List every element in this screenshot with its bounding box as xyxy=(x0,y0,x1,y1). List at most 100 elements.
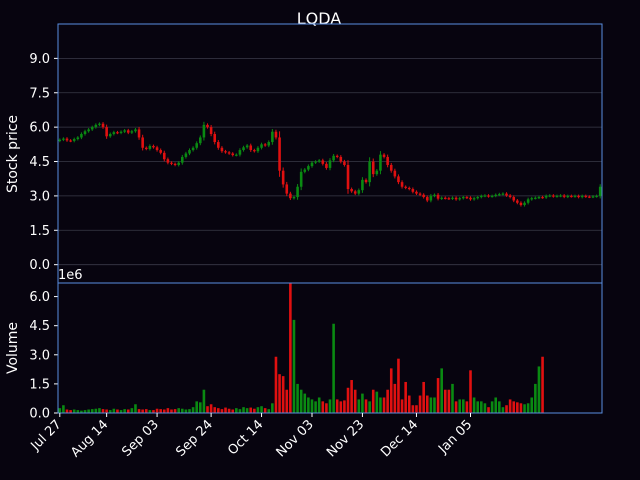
candle-body xyxy=(418,193,422,195)
volume-bar xyxy=(162,409,166,413)
volume-bar xyxy=(472,397,476,413)
date-tick-label: Nov 03 xyxy=(274,417,317,460)
volume-panel-frame xyxy=(57,282,603,414)
volume-bar xyxy=(501,407,505,413)
price-axis-label: Stock price xyxy=(5,115,21,193)
volume-bar xyxy=(148,410,152,413)
candle-body xyxy=(411,189,415,192)
price-panel-frame xyxy=(57,23,603,284)
price-panel: 0.0 1.5 3.0 4.5 6.0 7.5 9.0 xyxy=(29,23,603,284)
candle-body xyxy=(375,170,379,175)
candle-body xyxy=(443,197,447,199)
volume-bar xyxy=(343,400,346,413)
candle-body xyxy=(472,198,476,200)
volume-bar xyxy=(199,402,202,413)
volume-bar xyxy=(159,409,162,413)
volume-bar xyxy=(541,356,544,413)
candle-body xyxy=(98,123,101,125)
volume-bar xyxy=(83,410,87,413)
volume-bar xyxy=(281,376,285,413)
volume-bar xyxy=(69,410,72,413)
candle-body xyxy=(83,131,87,135)
candle-body xyxy=(476,197,480,199)
volume-bar xyxy=(375,391,379,413)
candle-body xyxy=(469,197,472,200)
candle-body xyxy=(573,195,577,198)
volume-bar xyxy=(144,409,148,413)
candle-body xyxy=(505,193,508,196)
candle-body xyxy=(400,182,404,187)
volume-axis-label: Volume xyxy=(5,322,21,374)
volume-bar xyxy=(134,404,137,413)
candle-body xyxy=(289,193,292,199)
volume-bar xyxy=(260,406,263,413)
volume-bar xyxy=(245,408,249,413)
candle-body xyxy=(498,194,501,196)
price-tick-label: 7.5 xyxy=(29,86,50,101)
volume-bar xyxy=(87,409,90,413)
volume-bar xyxy=(166,408,170,413)
candle-body xyxy=(235,154,238,156)
volume-bar xyxy=(458,399,461,413)
candle-body xyxy=(184,153,188,157)
candle-body xyxy=(249,145,253,151)
candle-body xyxy=(299,171,303,187)
candle-body xyxy=(87,129,90,132)
price-tick-label: 9.0 xyxy=(29,52,50,67)
volume-bar xyxy=(530,397,534,413)
volume-bar xyxy=(393,383,397,413)
volume-bar xyxy=(519,403,523,413)
candle-body xyxy=(523,202,526,206)
volume-bar xyxy=(523,404,526,413)
volume-bar xyxy=(462,399,465,413)
volume-offset-label: 1e6 xyxy=(58,268,83,283)
candle-body xyxy=(253,150,256,152)
candle-body xyxy=(317,160,321,162)
volume-tick-label: 6.0 xyxy=(29,290,50,305)
candle-body xyxy=(112,132,116,135)
candle-body xyxy=(429,195,433,201)
volume-bar xyxy=(451,383,454,413)
candle-body xyxy=(404,186,407,188)
volume-bar xyxy=(170,409,173,413)
volume-bar xyxy=(357,399,361,413)
price-tick-label: 0.0 xyxy=(29,258,50,273)
candle-body xyxy=(382,154,386,157)
volume-bar xyxy=(314,401,317,413)
volume-tick-label: 4.5 xyxy=(29,319,50,334)
volume-bar xyxy=(350,380,353,413)
candle-body xyxy=(227,152,231,154)
volume-bar xyxy=(242,407,245,413)
volume-bar xyxy=(206,406,209,413)
candle-body xyxy=(90,127,94,130)
candle-body xyxy=(386,156,389,165)
volume-bar xyxy=(155,408,159,413)
volume-bar xyxy=(152,410,155,413)
candle-body xyxy=(217,142,220,148)
candle-body xyxy=(152,145,155,148)
candle-body xyxy=(180,156,184,163)
candle-body xyxy=(65,138,69,141)
candle-body xyxy=(188,150,191,154)
candle-body xyxy=(591,196,595,198)
candle-body xyxy=(177,162,180,165)
candle-body xyxy=(555,195,559,198)
candle-body xyxy=(350,189,353,192)
volume-bar xyxy=(397,358,400,413)
volume-bar xyxy=(382,397,386,413)
volume-bar xyxy=(476,401,480,413)
volume-bar xyxy=(98,408,101,413)
volume-bar xyxy=(141,409,144,413)
candle-body xyxy=(325,163,328,168)
candle-body xyxy=(580,195,584,198)
volume-bar xyxy=(411,405,415,413)
candle-body xyxy=(541,197,544,199)
volume-bar xyxy=(508,399,512,413)
volume-bar xyxy=(325,403,328,413)
volume-bar xyxy=(263,408,267,413)
candle-body xyxy=(224,151,227,153)
candle-body xyxy=(389,164,393,171)
volume-panel: 0.0 1.5 3.0 4.5 6.0 Jul 27 Aug 14 Sep 03 Sep 24 O… xyxy=(28,282,603,460)
candle-body xyxy=(159,150,162,153)
candle-body xyxy=(296,186,299,198)
